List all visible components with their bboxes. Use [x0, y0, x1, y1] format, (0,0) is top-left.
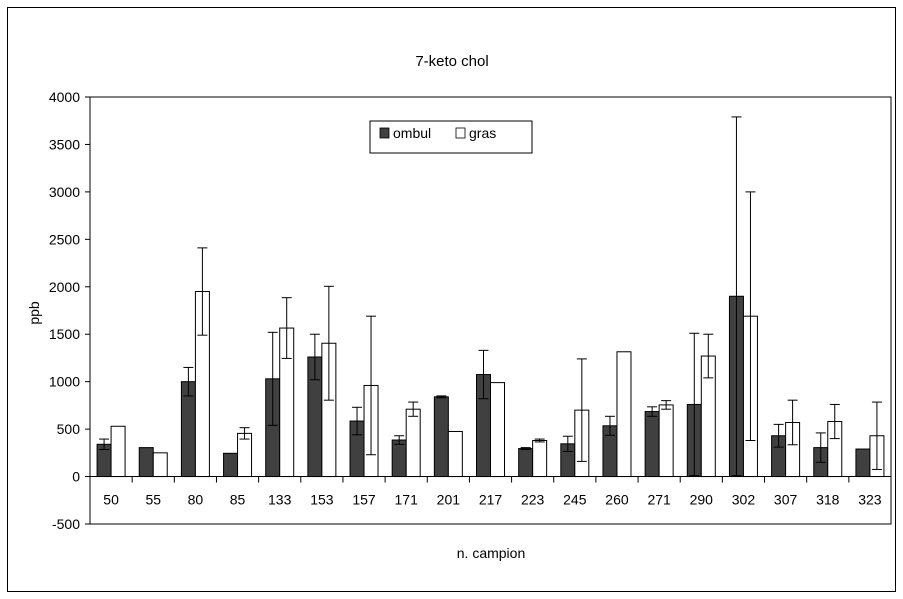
legend: ombul gras: [369, 120, 533, 154]
x-tick-label: 290: [690, 492, 714, 508]
y-tick-label: 3500: [49, 136, 80, 152]
plot-area: [89, 96, 892, 525]
legend-label-ombul: ombul: [393, 125, 431, 141]
legend-swatch-ombul: [379, 127, 390, 139]
x-tick-label: 302: [732, 492, 756, 508]
bar-ombul: [433, 396, 449, 478]
bar-ombul: [855, 448, 871, 478]
bar-gras: [152, 452, 168, 478]
x-tick-label: 157: [352, 492, 376, 508]
y-tick-label: 500: [57, 421, 81, 437]
bar-gras: [532, 439, 548, 478]
bar-gras: [237, 432, 253, 478]
x-tick-label: 217: [479, 492, 503, 508]
y-tick-label: -500: [52, 516, 80, 532]
bar-ombul: [518, 448, 534, 478]
x-tick-label: 318: [816, 492, 840, 508]
y-tick-label: 1000: [49, 374, 80, 390]
x-tick-label: 171: [395, 492, 419, 508]
bar-gras: [658, 404, 674, 478]
x-tick-label: 80: [188, 492, 204, 508]
legend-swatch-gras: [455, 127, 466, 139]
bar-gras: [490, 382, 505, 478]
x-tick-label: 260: [605, 492, 629, 508]
x-axis: 50 55 80 85 133 153 157 171 201 217 223 245 260 271 29…: [89, 476, 892, 508]
x-tick-label: 153: [310, 492, 334, 508]
bar-gras: [447, 430, 463, 478]
legend-label-gras: gras: [469, 125, 496, 141]
bar-ombul: [138, 447, 154, 478]
x-tick-label: 307: [774, 492, 798, 508]
bar-ombul: [644, 411, 660, 478]
plot-border: [89, 96, 892, 525]
y-tick-label: 0: [72, 469, 80, 485]
x-tick-label: 223: [521, 492, 545, 508]
y-tick-label: 2000: [49, 279, 80, 295]
y-axis-title: ppb: [26, 301, 42, 325]
x-tick-label: 245: [563, 492, 587, 508]
y-tick-label: 1500: [49, 326, 80, 342]
bar-gras: [405, 408, 421, 478]
bars-group: [96, 116, 885, 478]
y-tick-label: 3000: [49, 184, 80, 200]
bar-gras: [616, 351, 632, 478]
y-axis: -500 0 500 1000 1500 2000 2500 3000 3500 4000: [49, 89, 90, 532]
x-tick-label: 133: [268, 492, 292, 508]
bar-ombul: [391, 439, 407, 478]
y-tick-label: 4000: [49, 89, 80, 105]
x-axis-title: n. campion: [457, 545, 525, 561]
legend-box: [369, 120, 533, 154]
chart-frame: [7, 7, 896, 592]
chart-title: 7-keto chol: [415, 53, 488, 70]
x-tick-label: 50: [103, 492, 119, 508]
bar-gras: [110, 425, 126, 478]
y-tick-label: 2500: [49, 231, 80, 247]
x-tick-label: 85: [230, 492, 246, 508]
x-tick-label: 323: [858, 492, 882, 508]
x-tick-label: 55: [145, 492, 161, 508]
bar-ombul: [223, 452, 239, 478]
x-tick-label: 201: [437, 492, 461, 508]
x-tick-label: 271: [647, 492, 671, 508]
